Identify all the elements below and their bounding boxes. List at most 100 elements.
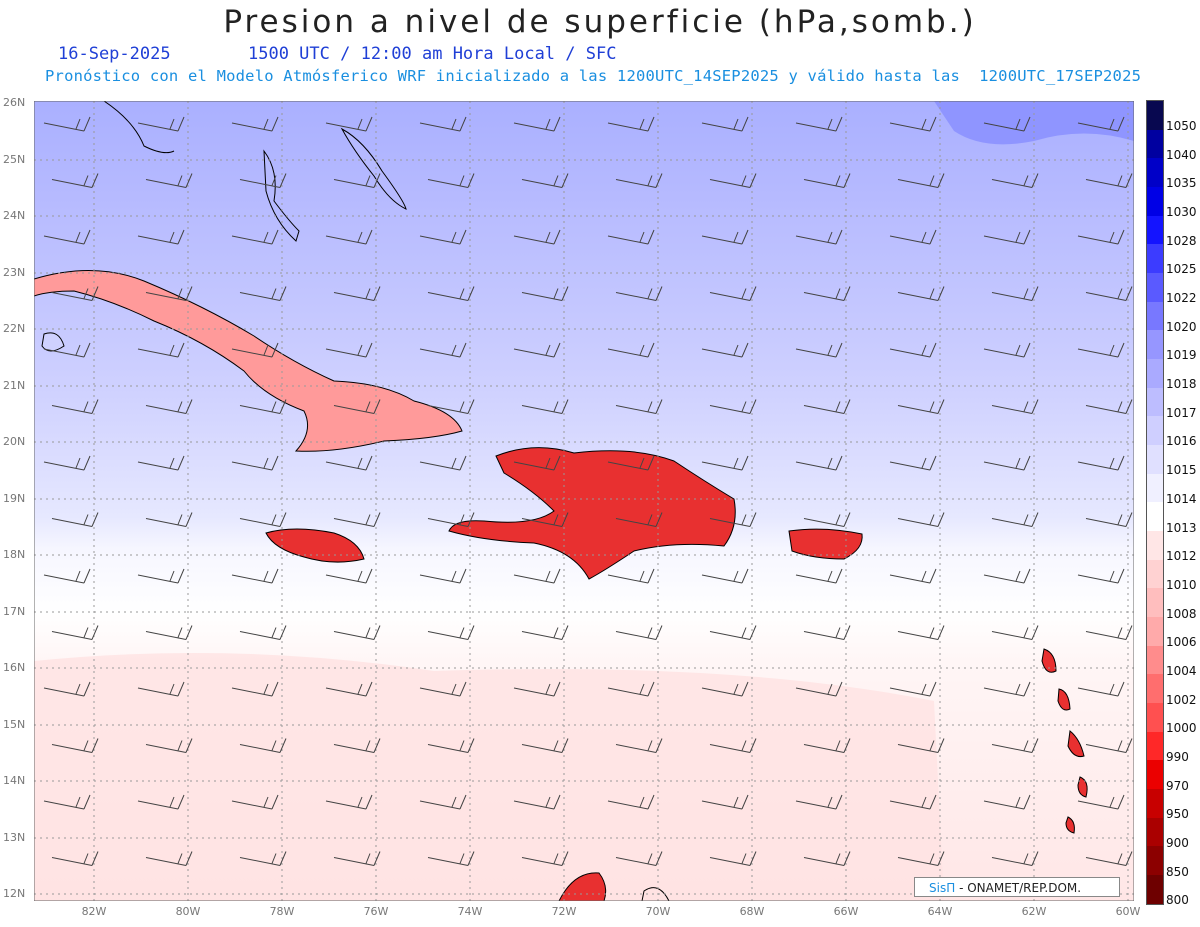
wind-barb <box>795 342 843 358</box>
sispi-logo-text: SisΠ <box>929 881 956 895</box>
wind-barb <box>521 851 569 866</box>
wind-barb <box>1085 286 1133 301</box>
wind-barb <box>1077 229 1125 245</box>
wind-barb <box>419 794 467 810</box>
colorbar-label: 1014 <box>1166 491 1197 506</box>
cuba-island <box>34 269 463 452</box>
wind-barb <box>137 229 185 245</box>
wind-barb <box>795 794 843 810</box>
wind-barb <box>701 455 749 471</box>
wind-barb <box>333 512 381 527</box>
wind-barb <box>145 399 193 414</box>
antilles-island-1 <box>1041 648 1057 673</box>
wind-barb <box>1085 512 1133 527</box>
florida-keys <box>103 101 175 154</box>
colorbar-swatch <box>1147 846 1163 876</box>
wind-barb <box>897 625 945 640</box>
wind-barb <box>897 738 945 753</box>
wind-barb <box>137 568 185 584</box>
wind-barb <box>43 681 91 697</box>
wind-barb <box>803 738 851 753</box>
lon-label: 64W <box>927 905 953 918</box>
wind-barb <box>137 794 185 810</box>
wind-barb <box>333 851 381 866</box>
wind-barb <box>615 851 663 866</box>
wind-barb <box>145 512 193 527</box>
wind-barb <box>427 625 475 640</box>
colorbar-swatch <box>1147 387 1163 417</box>
wind-barb <box>521 286 569 301</box>
wind-barb <box>419 568 467 584</box>
wind-barb <box>889 681 937 697</box>
colorbar-swatch <box>1147 703 1163 732</box>
colorbar-swatch <box>1147 502 1163 532</box>
lat-label: 25N <box>3 152 26 166</box>
wind-barb <box>513 455 561 471</box>
wind-barb <box>521 738 569 753</box>
wind-barb <box>897 851 945 866</box>
wind-barb <box>419 229 467 245</box>
wind-barb <box>701 794 749 810</box>
wind-barb <box>325 342 373 358</box>
lat-label: 20N <box>3 435 26 448</box>
colorbar-swatch <box>1147 789 1163 818</box>
colorbar-label: 950 <box>1166 807 1189 822</box>
wind-barb <box>521 399 569 414</box>
wind-barb <box>615 286 663 301</box>
lat-label: 22N <box>3 322 26 335</box>
wind-barb <box>1077 568 1125 584</box>
landmasses <box>34 101 1088 901</box>
lat-label: 19N <box>3 491 26 505</box>
wind-barb <box>145 173 193 188</box>
wind-barb <box>1085 851 1133 866</box>
wind-barb <box>1085 173 1133 188</box>
forecast-subtitle: Pronóstico con el Modelo Atmósferico WRF… <box>45 67 1142 85</box>
wind-barb <box>333 173 381 188</box>
wind-barb <box>795 455 843 471</box>
colorbar-swatch <box>1147 760 1163 790</box>
colorbar-label: 1035 <box>1166 176 1197 191</box>
wind-barb <box>607 229 655 245</box>
wind-barb <box>513 681 561 697</box>
map-title: Presion a nivel de superficie (hPa,somb.… <box>223 4 977 40</box>
wind-barb <box>419 342 467 358</box>
wind-barb <box>1085 625 1133 640</box>
wind-barb <box>333 286 381 301</box>
wind-barb <box>419 455 467 471</box>
wind-barb <box>991 738 1039 753</box>
wind-barb <box>521 173 569 188</box>
lon-label: 82W <box>81 905 107 918</box>
wind-barb <box>419 116 467 132</box>
colorbar-label: 1028 <box>1166 233 1197 248</box>
wind-barb <box>991 625 1039 640</box>
colorbar-label: 1017 <box>1166 405 1197 420</box>
wind-barb <box>427 173 475 188</box>
lon-label: 62W <box>1021 905 1047 918</box>
wind-barbs <box>43 116 1133 866</box>
bahamas-island-2 <box>340 127 407 210</box>
wind-barb <box>51 399 99 414</box>
colorbar-swatch <box>1147 531 1163 560</box>
wind-barb <box>333 399 381 414</box>
wind-barb <box>615 738 663 753</box>
wind-barb <box>1085 399 1133 414</box>
wind-barb <box>51 286 99 301</box>
wind-barb <box>795 681 843 697</box>
colorbar-swatch <box>1147 817 1163 847</box>
colorbar-swatch <box>1147 273 1163 302</box>
colorbar-swatch <box>1147 559 1163 589</box>
antilles-island-2 <box>1057 688 1071 711</box>
wind-barb <box>889 455 937 471</box>
wind-barb <box>513 794 561 810</box>
wind-barb <box>803 851 851 866</box>
jamaica-island <box>265 528 365 563</box>
lon-label: 68W <box>739 905 765 918</box>
wind-barb <box>43 794 91 810</box>
wind-barb <box>709 286 757 301</box>
wind-barb <box>803 625 851 640</box>
wind-barb <box>795 568 843 584</box>
wind-barb <box>701 342 749 358</box>
hispaniola-island <box>448 447 736 580</box>
colorbar-label: 1004 <box>1166 663 1197 678</box>
colorbar-swatch <box>1147 416 1163 446</box>
